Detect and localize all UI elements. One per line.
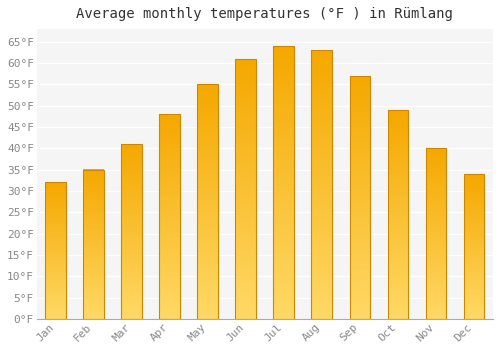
Bar bbox=[350, 76, 370, 319]
Bar bbox=[464, 174, 484, 319]
Bar bbox=[236, 59, 256, 319]
Bar bbox=[84, 170, 104, 319]
Bar bbox=[388, 110, 408, 319]
Bar bbox=[426, 148, 446, 319]
Bar bbox=[274, 46, 294, 319]
Title: Average monthly temperatures (°F ) in Rümlang: Average monthly temperatures (°F ) in Rü… bbox=[76, 7, 454, 21]
Bar bbox=[122, 144, 142, 319]
Bar bbox=[198, 84, 218, 319]
Bar bbox=[46, 182, 66, 319]
Bar bbox=[312, 50, 332, 319]
Bar bbox=[160, 114, 180, 319]
